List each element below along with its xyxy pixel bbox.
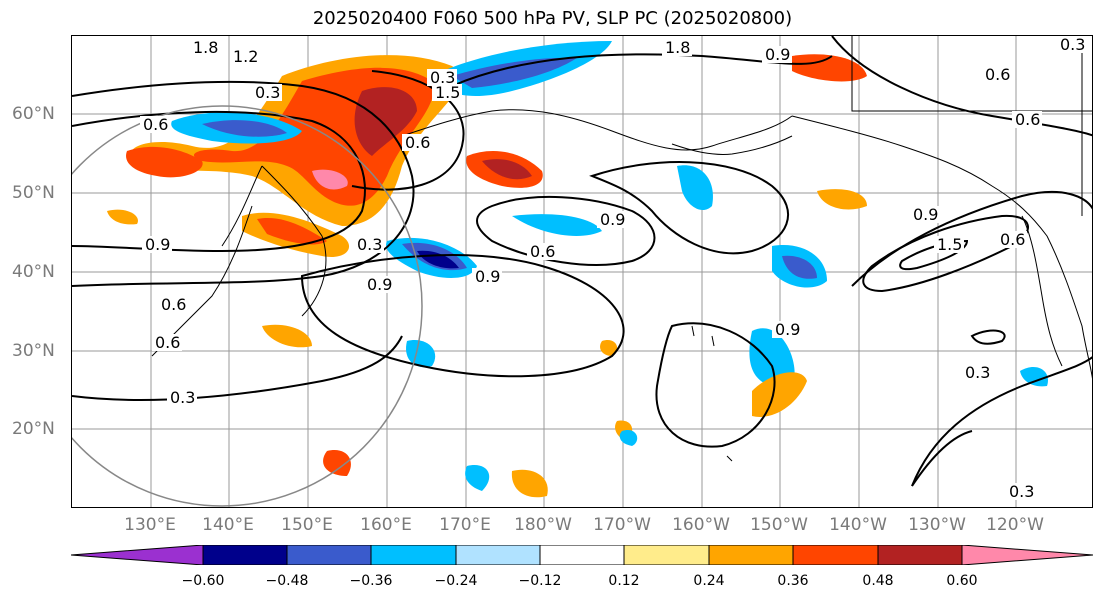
colorbar-tick: −0.36 [349,573,393,589]
lon-label: 170°W [593,515,651,535]
contour-label: 0.6 [530,242,555,261]
colorbar-tick: 0.48 [862,573,894,589]
contour-label: 1.2 [233,47,258,66]
contour-label: 1.5 [435,83,460,102]
lon-label: 160°W [672,515,730,535]
colorbar-tick: −0.12 [518,573,562,589]
lon-label: 140°W [829,515,887,535]
range-circle [72,105,423,507]
contour-label: 0.3 [170,388,195,407]
contour-label: 1.5 [937,235,962,254]
contour-label: 0.3 [357,235,382,254]
map-panel: 1.8 1.2 0.3 0.6 0.9 1.5 0.6 0.9 0.6 0.3 … [71,35,1093,508]
contour-label: 0.3 [430,68,455,87]
map-title: 2025020400 F060 500 hPa PV, SLP PC (2025… [312,8,793,29]
lon-label: 180°W [514,515,572,535]
map-svg: 1.8 1.2 0.3 0.6 0.9 1.5 0.6 0.9 0.6 0.3 … [72,36,1092,507]
lat-label: 40°N [12,262,55,282]
colorbar-tick: −0.60 [181,573,225,589]
contour-label: 0.9 [475,267,500,286]
contour-label: 0.3 [255,83,280,102]
contour-labels: 1.8 1.2 0.3 0.6 0.9 1.5 0.6 0.9 0.6 0.3 … [140,36,1087,501]
lon-label: 140°E [202,515,254,535]
colorbar-tick: 0.60 [946,573,978,589]
contour-label: 0.9 [913,205,938,224]
colorbar-segments [71,545,1093,565]
contour-label: 0.9 [367,275,392,294]
lon-label: 120°W [986,515,1044,535]
lon-label: 160°E [360,515,412,535]
lon-label: 130°E [124,515,176,535]
contour-label: 1.8 [665,38,690,57]
contour-label: 0.9 [600,210,625,229]
contour-label: 0.6 [161,295,186,314]
colorbar-tick: 0.36 [777,573,809,589]
lat-label: 30°N [12,341,55,361]
contour-label: 0.6 [405,133,430,152]
colorbar-tick: −0.24 [434,573,478,589]
lon-label: 170°E [439,515,491,535]
contour-label: 0.3 [1060,36,1085,54]
contour-label: 0.6 [155,333,180,352]
contour-label: 0.3 [1009,482,1034,501]
colorbar-tick: 0.24 [693,573,725,589]
contour-label: 0.6 [985,65,1010,84]
colorbar-tick: 0.12 [608,573,640,589]
pv-shading [107,41,1048,498]
contour-label: 0.6 [143,115,168,134]
lon-label: 150°W [750,515,808,535]
lat-label: 20°N [12,419,55,439]
contour-label: 0.9 [765,45,790,64]
contour-label: 0.3 [965,363,990,382]
contour-label: 0.9 [145,235,170,254]
graticule [72,36,1092,507]
contour-label: 0.6 [1015,110,1040,129]
slp-contours [72,36,1092,487]
contour-label: 1.8 [193,38,218,57]
lon-label: 130°W [908,515,966,535]
contour-label: 0.9 [775,320,800,339]
contour-label: 0.6 [1000,230,1025,249]
lat-label: 60°N [12,104,55,124]
colorbar-tick: −0.48 [265,573,309,589]
lat-label: 50°N [12,183,55,203]
lon-label: 150°E [281,515,333,535]
colorbar [71,545,1093,565]
